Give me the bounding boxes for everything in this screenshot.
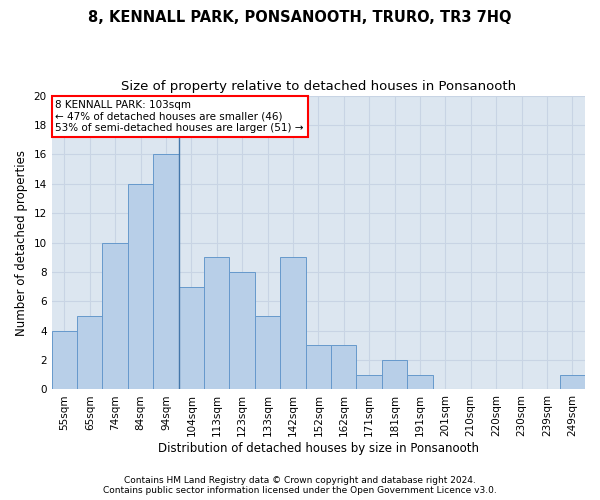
Text: Contains HM Land Registry data © Crown copyright and database right 2024.
Contai: Contains HM Land Registry data © Crown c… xyxy=(103,476,497,495)
Text: 8 KENNALL PARK: 103sqm
← 47% of detached houses are smaller (46)
53% of semi-det: 8 KENNALL PARK: 103sqm ← 47% of detached… xyxy=(55,100,304,133)
Bar xyxy=(204,257,229,390)
Title: Size of property relative to detached houses in Ponsanooth: Size of property relative to detached ho… xyxy=(121,80,516,93)
Bar xyxy=(305,346,331,390)
Y-axis label: Number of detached properties: Number of detached properties xyxy=(15,150,28,336)
Bar xyxy=(153,154,179,390)
Bar xyxy=(77,316,103,390)
Bar xyxy=(356,375,382,390)
Bar xyxy=(560,375,585,390)
Bar xyxy=(407,375,433,390)
Bar xyxy=(52,330,77,390)
Bar xyxy=(128,184,153,390)
Bar xyxy=(229,272,255,390)
Bar xyxy=(255,316,280,390)
Bar xyxy=(382,360,407,390)
Bar xyxy=(179,286,204,390)
Bar xyxy=(280,257,305,390)
Text: 8, KENNALL PARK, PONSANOOTH, TRURO, TR3 7HQ: 8, KENNALL PARK, PONSANOOTH, TRURO, TR3 … xyxy=(88,10,512,25)
Bar xyxy=(103,242,128,390)
Bar xyxy=(331,346,356,390)
X-axis label: Distribution of detached houses by size in Ponsanooth: Distribution of detached houses by size … xyxy=(158,442,479,455)
